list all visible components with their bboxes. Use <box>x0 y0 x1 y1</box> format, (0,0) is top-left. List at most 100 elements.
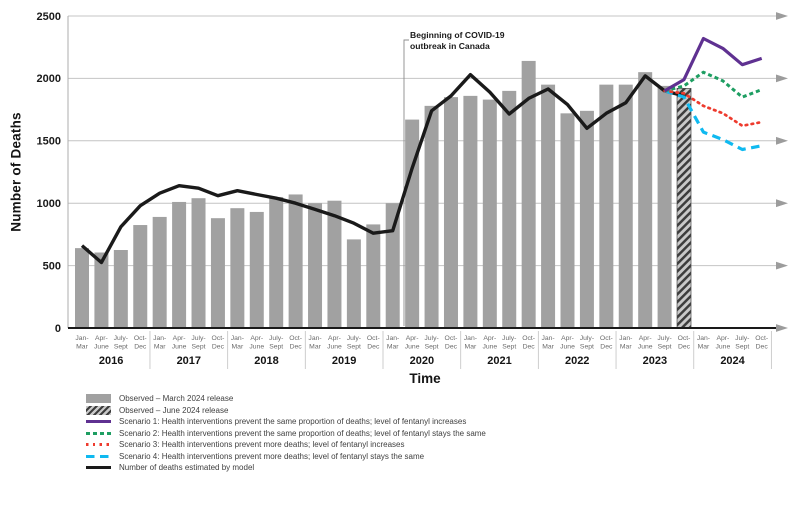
covid-annotation-line1: Beginning of COVID-19 <box>410 30 505 40</box>
x-tick-label: June <box>560 344 575 351</box>
annotation-connector-line <box>403 39 409 326</box>
legend-swatch-scenario-4 <box>86 454 111 458</box>
x-tick-label: Sept <box>502 344 516 351</box>
x-tick-label: Apr- <box>95 335 108 342</box>
x-tick-label: Jan- <box>386 335 399 342</box>
observed-bar <box>443 97 458 329</box>
legend-swatch-observed-june <box>86 405 111 415</box>
legend-item-scenario-4: Scenario 4: Health interventions prevent… <box>86 451 486 463</box>
x-tick-label: Dec <box>523 344 536 351</box>
y-tick-label: 1000 <box>37 198 61 210</box>
gridline-arrow-icon <box>776 324 788 332</box>
x-tick-label: Apr- <box>716 335 729 342</box>
observed-bar <box>463 95 478 328</box>
x-tick-label: Dec <box>212 344 225 351</box>
x-tick-label: Apr- <box>250 335 263 342</box>
x-tick-label: Dec <box>134 344 147 351</box>
x-tick-label: June <box>172 344 187 351</box>
gridline-arrow-icon <box>776 136 788 145</box>
legend-label: Scenario 3: Health interventions prevent… <box>119 440 405 450</box>
x-tick-label: June <box>94 344 109 351</box>
x-tick-label: July- <box>657 335 671 342</box>
year-label: 2016 <box>99 355 123 367</box>
x-tick-label: July- <box>347 335 361 342</box>
year-label: 2024 <box>720 355 745 367</box>
x-tick-label: Apr- <box>639 335 652 342</box>
y-tick-label: 2500 <box>37 11 61 23</box>
legend-label: Observed – June 2024 release <box>119 405 229 415</box>
x-tick-label: Jan- <box>308 335 321 342</box>
gridline-arrow-icon <box>776 12 788 20</box>
observed-bar <box>560 113 575 329</box>
legend-item-scenario-2: Scenario 2: Health interventions prevent… <box>86 428 486 440</box>
observed-bar <box>327 200 342 328</box>
x-tick-label: Jan- <box>231 335 244 342</box>
x-tick-label: June <box>249 344 264 351</box>
x-tick-label: Oct- <box>600 335 613 342</box>
x-tick-label: Jan- <box>697 335 710 342</box>
x-tick-label: Mar <box>465 344 477 351</box>
x-tick-label: Sept <box>347 344 361 351</box>
x-tick-label: Mar <box>620 344 632 351</box>
x-tick-label: Apr- <box>406 335 419 342</box>
gridline-arrow-icon <box>776 199 788 208</box>
legend-label: Observed – March 2024 release <box>119 394 234 404</box>
x-tick-label: Sept <box>580 344 594 351</box>
x-axis-title: Time <box>409 371 441 386</box>
x-tick-label: June <box>327 344 342 351</box>
x-tick-label: Dec <box>678 344 691 351</box>
x-tick-label: Mar <box>154 344 166 351</box>
year-label: 2022 <box>565 355 589 367</box>
x-tick-label: Oct- <box>134 335 147 342</box>
x-tick-label: Mar <box>387 344 399 351</box>
legend-item-observed-march: Observed – March 2024 release <box>86 393 486 405</box>
observed-bar <box>152 216 167 328</box>
scenario-3-line <box>663 89 764 128</box>
x-tick-label: Apr- <box>483 335 496 342</box>
observed-bar <box>366 224 381 328</box>
legend-swatch-scenario-3 <box>86 443 111 447</box>
observed-bar <box>599 84 614 328</box>
legend-item-observed-june: Observed – June 2024 release <box>86 405 486 417</box>
x-tick-label: Apr- <box>561 335 574 342</box>
x-tick-label: Dec <box>367 344 380 351</box>
x-tick-label: July- <box>424 335 438 342</box>
observed-bar <box>172 201 187 328</box>
observed-bar <box>308 203 323 328</box>
legend-swatch-scenario-1 <box>86 420 111 424</box>
observed-bar <box>638 72 653 328</box>
scenario-2-line <box>664 70 763 99</box>
x-tick-label: Sept <box>192 344 206 351</box>
legend-label: Number of deaths estimated by model <box>119 463 255 473</box>
observed-bar <box>191 198 206 328</box>
observed-bar <box>346 239 361 328</box>
legend-label: Scenario 4: Health interventions prevent… <box>119 451 425 461</box>
x-tick-label: June <box>482 344 497 351</box>
year-label: 2021 <box>487 355 511 367</box>
x-tick-label: Mar <box>698 344 710 351</box>
x-tick-label: July- <box>191 335 205 342</box>
x-tick-label: Oct- <box>212 335 225 342</box>
observed-bar <box>269 196 284 328</box>
year-label: 2019 <box>332 355 356 367</box>
x-tick-label: July- <box>580 335 594 342</box>
x-tick-label: Apr- <box>173 335 186 342</box>
x-tick-label: Mar <box>76 344 88 351</box>
observed-bar <box>579 110 594 329</box>
observed-bar <box>133 225 148 328</box>
observed-bar <box>521 60 536 328</box>
x-tick-label: June <box>715 344 730 351</box>
year-label: 2017 <box>177 355 201 367</box>
observed-bar <box>405 119 420 328</box>
x-tick-label: July- <box>502 335 516 342</box>
x-tick-label: Dec <box>290 344 303 351</box>
observed-bar-hatched <box>676 88 692 329</box>
model-line <box>80 72 685 265</box>
x-tick-label: Oct- <box>755 335 768 342</box>
legend-swatch-model <box>86 466 111 470</box>
observed-bar <box>94 252 109 328</box>
observed-bar <box>249 211 264 328</box>
observed-bar <box>482 99 497 328</box>
x-tick-label: July- <box>735 335 749 342</box>
x-tick-label: July- <box>269 335 283 342</box>
